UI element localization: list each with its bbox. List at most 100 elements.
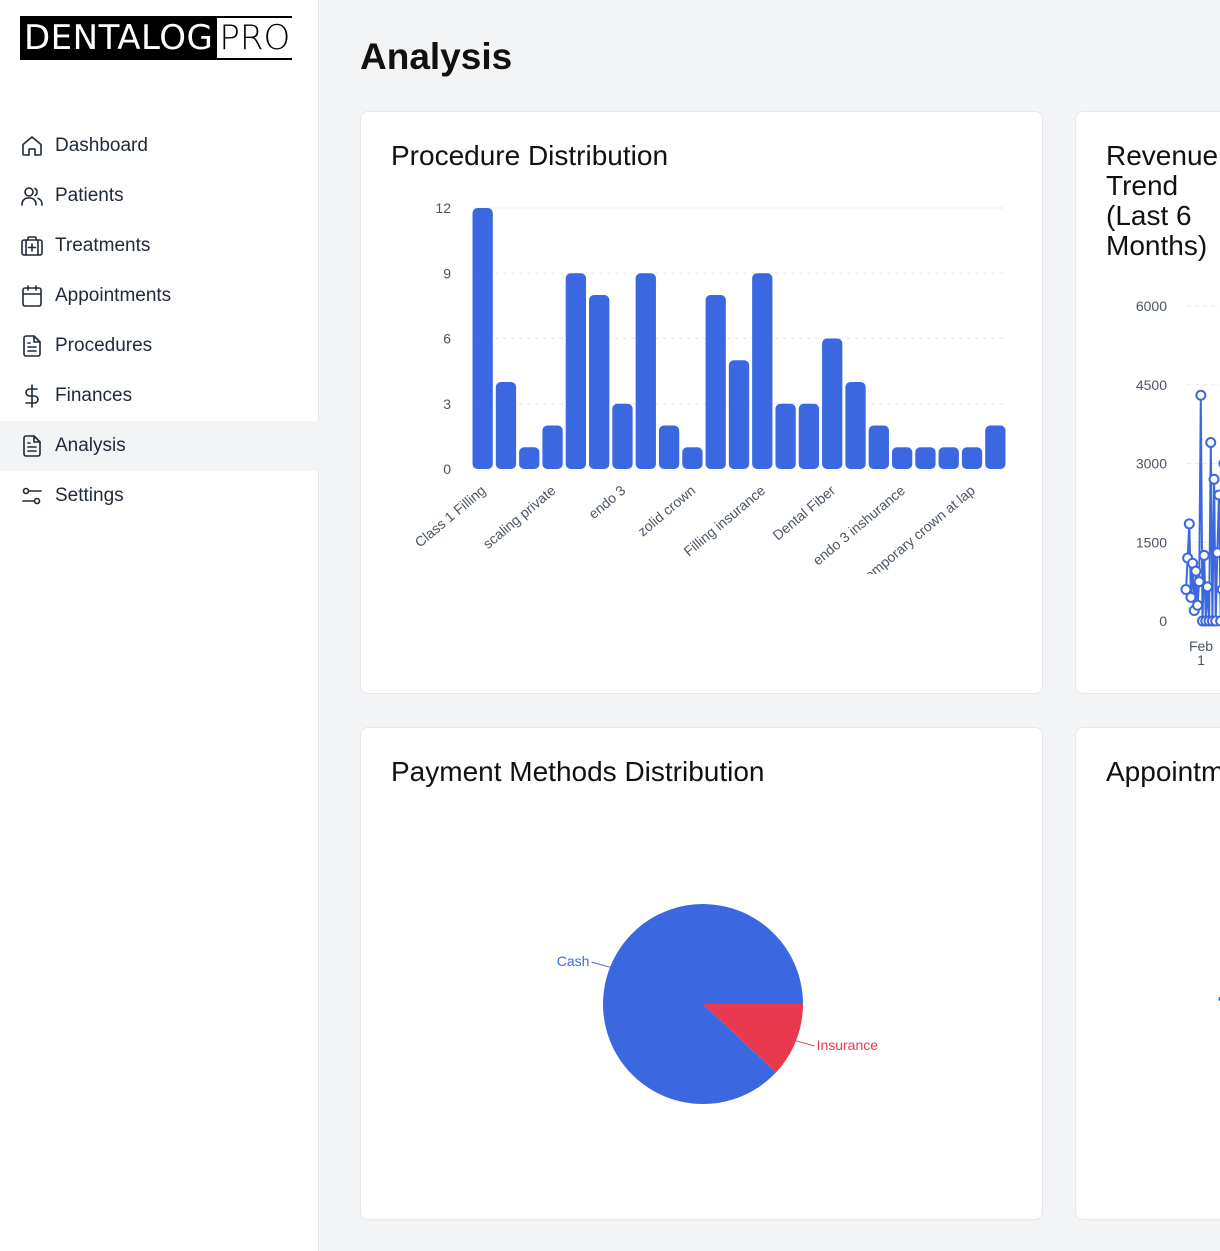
procedure-distribution-card: Procedure Distribution 0 3 6 9 12 Class 1 Fil… [360,111,1043,694]
pie-label-line [795,1040,815,1047]
sidebar-item-label: Procedures [55,335,153,356]
users-icon [20,184,44,208]
dollar-icon [20,384,44,408]
bar [798,403,820,469]
line-point [1185,591,1197,603]
line-point [1211,547,1220,559]
line-point [1180,584,1192,595]
bar [728,360,750,469]
pie-label: Insurance [817,1037,879,1053]
sidebar-item-dashboard[interactable]: Dashboard [0,121,319,171]
x-tick-label: Feb 1 [1189,638,1213,668]
card-title: Payment Methods Distribution [391,756,765,787]
sidebar-item-label: Settings [55,485,124,506]
sidebar-item-patients[interactable]: Patients [0,171,319,221]
calendar-icon [20,284,44,308]
sidebar-item-treatments[interactable]: Treatments [0,221,319,271]
sidebar-item-appointments[interactable]: Appointments [0,271,319,321]
bar [658,425,680,469]
logo-name: DENTALOG [20,16,218,60]
line-point [1190,565,1202,577]
y-tick-label: 3 [443,396,451,412]
bar [589,295,610,469]
sidebar-item-procedures[interactable]: Procedures [0,321,319,371]
y-tick-label: 3000 [1136,456,1167,472]
line-point [1205,437,1217,448]
line-point [1193,576,1205,588]
document-icon [20,434,44,458]
bar [705,295,726,469]
appointments-card: Appointm [1075,727,1220,1220]
line-point [1213,489,1220,501]
bar [752,273,773,469]
card-title: Revenue Trend (Last 6 Months) [1106,140,1219,261]
bar [635,273,656,469]
y-tick-label: 0 [443,461,451,477]
pie-label-line [591,961,611,968]
app-logo[interactable]: DENTALOG PRO [20,16,293,60]
sidebar-item-label: Dashboard [55,135,148,156]
sidebar-nav: Dashboard Patients Treatments Appointmen… [0,121,319,521]
logo-suffix: PRO [217,16,293,60]
y-tick-label: 1500 [1136,534,1167,550]
x-tick-label: scaling private [480,482,559,552]
pie-slice [603,904,803,1105]
sidebar-item-label: Patients [55,185,124,206]
sidebar-item-label: Analysis [55,435,126,456]
line-point [1208,473,1220,485]
bar [891,447,913,469]
bar [565,273,587,469]
sidebar-item-label: Appointments [55,285,172,306]
document-icon [20,334,44,358]
y-tick-label: 9 [443,265,451,281]
pie-slice [703,1004,803,1073]
y-tick-label: 0 [1159,613,1167,629]
revenue-trend-card: Revenue Trend (Last 6 Months) 0 1500 3000 4… [1075,111,1220,694]
bar [868,425,889,469]
line-point [1201,581,1213,593]
bar [472,208,493,469]
line-point [1216,584,1220,595]
bar [612,403,633,469]
payment-methods-card: Payment Methods Distribution Insurance Ca… [360,727,1043,1220]
revenue-line-chart: 0 1500 3000 4500 6000 Feb 1 [1136,298,1220,668]
y-tick-label: 6000 [1136,298,1167,314]
bar [845,382,866,469]
home-icon [20,134,44,158]
sliders-icon [20,484,44,508]
card-title: Appointm [1106,756,1220,787]
line-point [1192,599,1204,611]
bar [775,403,796,469]
x-tick-label: temporary crown at lap [859,482,979,586]
page-title: Analysis [360,36,513,77]
x-tick-label: endo 3 [585,482,628,522]
bar [915,447,936,469]
appointments-chart [1217,995,1220,1003]
sidebar-item-finances[interactable]: Finances [0,371,319,421]
pie-label: Cash [557,953,590,969]
sidebar-item-label: Finances [55,385,133,406]
sidebar-item-settings[interactable]: Settings [0,471,319,521]
sidebar-item-analysis[interactable]: Analysis [0,421,319,471]
line-point [1215,615,1220,627]
x-tick-label: Class 1 Filling [412,482,489,550]
x-tick-label: Dental Fiber [769,482,838,543]
x-tick-label-part: 1 [1197,652,1205,668]
bar [938,447,959,469]
bar [985,425,1006,469]
card-title: Procedure Distribution [391,140,669,171]
line-point [1195,389,1207,401]
bar [682,447,703,469]
y-tick-label: 6 [443,331,451,347]
y-tick-label: 4500 [1136,377,1167,393]
sidebar-item-label: Treatments [55,235,151,256]
x-tick-label: zolid crown [634,482,698,539]
bar [495,382,517,469]
payment-pie-chart: Insurance Cash [557,904,879,1105]
bar [822,338,843,469]
y-tick-label: 12 [435,200,451,216]
bar [542,425,563,469]
sidebar: DENTALOG PRO Dashboard Patients Treatmen… [0,0,319,1251]
